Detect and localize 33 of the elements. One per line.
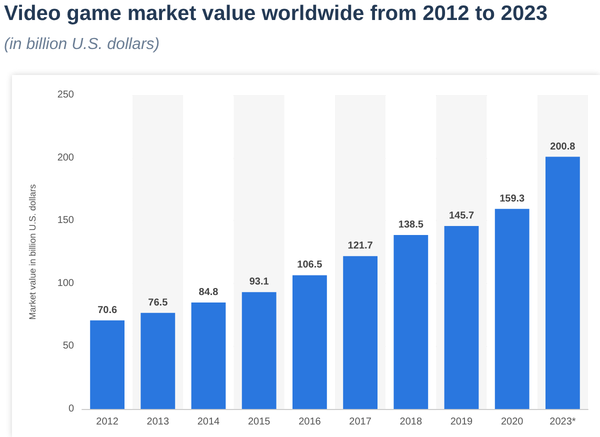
data-label: 93.1 bbox=[249, 276, 270, 288]
data-label: 145.7 bbox=[448, 210, 474, 222]
data-label: 138.5 bbox=[398, 220, 424, 231]
bar bbox=[242, 292, 276, 409]
x-tick-label: 2023* bbox=[550, 416, 576, 428]
bar bbox=[140, 312, 176, 409]
y-tick-label: 250 bbox=[57, 90, 74, 100]
x-tick-label: 2013 bbox=[146, 416, 170, 428]
x-tick-label: 2019 bbox=[450, 416, 474, 428]
y-tick-label: 50 bbox=[62, 340, 74, 352]
x-tick-label: 2018 bbox=[400, 416, 422, 428]
y-tick-label: 100 bbox=[57, 278, 74, 289]
data-label: 200.8 bbox=[550, 141, 576, 152]
chart-subtitle: (in billion U.S. dollars) bbox=[4, 36, 160, 54]
data-label: 84.8 bbox=[198, 286, 219, 298]
data-label: 76.5 bbox=[148, 297, 168, 308]
y-axis-title: Market value in billion U.S. dollars bbox=[28, 184, 38, 320]
x-tick-label: 2020 bbox=[500, 416, 524, 428]
y-tick-label: 200 bbox=[57, 152, 74, 164]
data-label: 121.7 bbox=[348, 240, 374, 252]
y-tick-label: 150 bbox=[57, 215, 74, 226]
x-tick-label: 2015 bbox=[248, 416, 271, 428]
x-tick-label: 2017 bbox=[349, 416, 372, 428]
data-label: 159.3 bbox=[500, 193, 526, 204]
x-tick-label: 2016 bbox=[298, 416, 322, 428]
data-label: 70.6 bbox=[98, 304, 118, 316]
bar bbox=[444, 226, 479, 409]
y-tick-label: 0 bbox=[68, 404, 74, 414]
data-label: 106.5 bbox=[297, 260, 323, 271]
chart-title: Video game market value worldwide from 2012 to 2023 bbox=[4, 2, 548, 26]
bar bbox=[343, 256, 378, 409]
x-tick-label: 2012 bbox=[96, 416, 119, 428]
x-tick-label: 2014 bbox=[197, 416, 220, 428]
